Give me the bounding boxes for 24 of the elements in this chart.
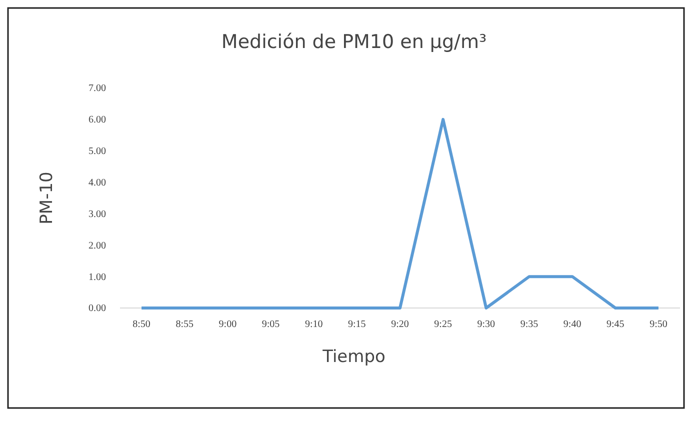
x-tick-label: 9:25 [434,319,452,330]
y-tick-label: 5.00 [88,146,106,158]
y-tick-label: 6.00 [88,114,106,126]
y-axis-title: PM-10 [37,172,57,224]
x-tick-label: 8:50 [132,319,150,330]
x-tick-label: 9:30 [477,319,496,330]
y-tick-label: 3.00 [88,208,106,220]
x-tick-label: 9:15 [348,319,366,330]
x-tick-label: 9:00 [218,319,237,330]
y-tick-label: 7.00 [88,83,106,94]
x-tick-label: 9:05 [262,319,280,330]
x-tick-label: 9:10 [304,319,323,330]
x-tick-label: 9:45 [606,319,624,330]
x-tick-label: 9:50 [650,319,668,330]
chart-title: Medición de PM10 en µg/m³ [221,31,487,53]
y-tick-label: 0.00 [88,303,106,314]
y-tick-label: 2.00 [88,240,106,252]
x-tick-label: 9:40 [563,319,582,330]
x-axis-title: Tiempo [322,347,386,367]
y-tick-label: 4.00 [88,177,106,188]
x-tick-label: 9:20 [391,319,409,330]
y-tick-label: 1.00 [88,272,106,283]
x-tick-label: 9:35 [520,319,538,330]
x-tick-label: 8:55 [176,319,194,330]
